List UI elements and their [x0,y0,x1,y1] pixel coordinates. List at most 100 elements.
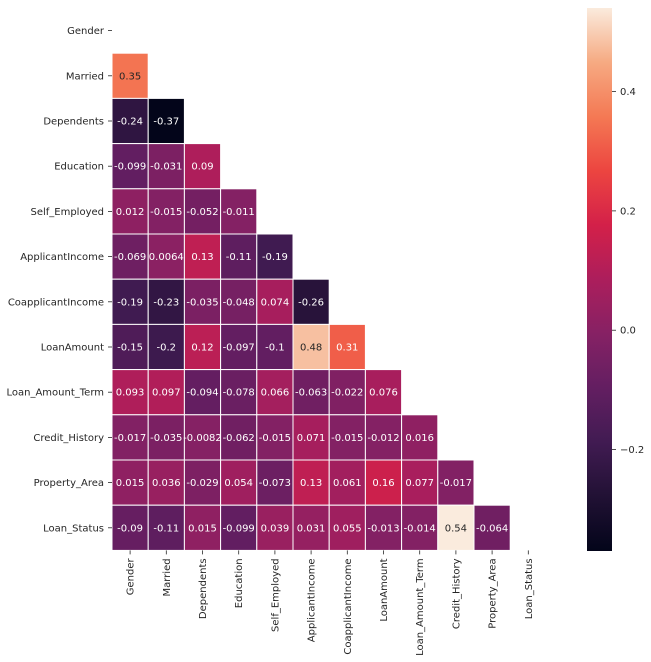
heatmap-cell-label: 0.12 [191,343,213,354]
heatmap-cell-label: 0.48 [300,343,322,354]
heatmap-cell [292,504,330,551]
heatmap-cell-label: 0.066 [261,388,290,399]
heatmap-cell [401,459,439,506]
heatmap-cell [220,278,258,325]
heatmap-cell-label: -0.09 [117,523,143,534]
heatmap-cell-label: 0.039 [261,523,290,534]
x-tick-label: LoanAmount [379,558,390,621]
heatmap-cell [111,459,149,506]
heatmap-cell [147,188,185,235]
heatmap-cell-label: 0.076 [369,388,398,399]
heatmap-cell-label: -0.052 [186,207,218,218]
heatmap-cell-label: -0.011 [223,207,255,218]
heatmap-cell-label: 0.071 [297,433,326,444]
heatmap-cell-label: -0.015 [259,433,291,444]
heatmap-cell [220,459,258,506]
heatmap-cell-label: -0.24 [117,117,143,128]
x-tick-label: ApplicantIncome [307,558,318,642]
colorbar: 0.4 0.2 0.0 −0.2 [587,8,644,551]
heatmap-cell-label: -0.014 [404,523,436,534]
y-tick-label: Loan_Amount_Term [6,388,104,399]
y-tick-label: Dependents [43,117,104,128]
heatmap-cell-label: -0.022 [331,388,363,399]
heatmap-cell-label: 0.055 [333,523,362,534]
x-tick-label: Dependents [198,558,209,619]
heatmap-cell [111,97,149,145]
heatmap-cell-label: 0.16 [372,478,394,489]
heatmap-cell-label: 0.054 [224,478,253,489]
y-tick-label: Loan_Status [43,523,104,534]
heatmap-cell-label: -0.035 [186,297,218,308]
heatmap-cell-label: -0.015 [331,433,363,444]
colorbar-tick-label: 0.0 [620,326,636,337]
colorbar-ticks: 0.4 0.2 0.0 −0.2 [612,87,644,456]
heatmap-cell-label: 0.031 [297,523,326,534]
heatmap-cell-label: -0.26 [298,297,324,308]
heatmap-cell-label: -0.11 [153,523,179,534]
heatmap-cell-label: -0.069 [114,252,146,263]
heatmap-cell [147,278,185,325]
heatmap-cell-label: -0.099 [223,523,255,534]
y-tick-label: Credit_History [33,433,104,444]
heatmap-cell-label: -0.23 [153,297,179,308]
heatmap-cell [292,414,330,461]
heatmap-cell [183,369,222,416]
heatmap-cell [220,233,258,280]
heatmap-cell-label: 0.31 [336,343,358,354]
heatmap-cell-label: 0.13 [191,252,213,263]
heatmap-cell-label: 0.077 [405,478,434,489]
heatmap-cell-label: -0.099 [114,162,146,173]
x-tick-label: Married [162,558,173,596]
heatmap-cell [364,459,403,506]
colorbar-tick-label: 0.2 [620,206,636,217]
heatmap-cell-label: 0.015 [116,478,145,489]
heatmap-cell [401,504,439,551]
heatmap-cell-label: -0.15 [117,343,143,354]
heatmap-cell-label: -0.031 [150,162,182,173]
heatmap-cell-label: -0.035 [150,433,182,444]
heatmap-cell [111,323,149,371]
heatmap-cell-label: -0.064 [476,523,508,534]
x-tick-label: Loan_Status [524,558,535,619]
heatmap-cell-label: 0.54 [445,523,467,534]
y-tick-label: Property_Area [34,478,104,489]
heatmap-cell-label: 0.015 [188,523,217,534]
colorbar-gradient [587,8,612,551]
heatmap-cell-label: 0.09 [191,162,213,173]
heatmap-cell [364,369,403,416]
heatmap-cell-label: -0.017 [114,433,146,444]
heatmap-cell [147,233,185,280]
heatmap-cells: 0.35 -0.24 -0.37 -0.099 -0.031 0.09 0.012 -0.01… [111,52,511,551]
heatmap-cell [111,369,149,416]
y-tick-label: CoapplicantIncome [8,297,104,308]
y-tick-label: ApplicantIncome [20,252,104,263]
heatmap-cell-label: -0.19 [262,252,288,263]
heatmap-cell-label: -0.11 [226,252,252,263]
heatmap-cell [183,459,222,506]
heatmap-cell [183,143,222,190]
heatmap-cell [401,414,439,461]
heatmap-cell-label: -0.063 [295,388,327,399]
heatmap-cell-label: -0.097 [223,343,255,354]
heatmap-cell [111,504,149,551]
heatmap-cell [256,459,294,506]
y-tick-label: Self_Employed [30,207,104,218]
heatmap-cell-label: -0.0082 [183,433,222,444]
heatmap-cell-label: 0.13 [300,478,322,489]
heatmap-cell-label: 0.074 [261,297,290,308]
heatmap-cell-label: -0.062 [223,433,255,444]
heatmap-cell-label: -0.015 [150,207,182,218]
heatmap-cell-label: 0.093 [116,388,145,399]
heatmap-cell [292,323,330,371]
heatmap-cell [328,323,366,371]
heatmap-cell [292,278,330,325]
y-tick-label: Married [66,71,104,82]
x-tick-label: Loan_Amount_Term [415,558,426,656]
heatmap-cell [183,278,222,325]
y-axis-tick-labels: Gender Married Dependents Education Self_Emp… [6,26,112,534]
x-tick-label: Education [234,558,245,608]
heatmap-cell-label: 0.061 [333,478,362,489]
heatmap-cell-label: 0.016 [405,433,434,444]
heatmap-cell [256,278,294,325]
